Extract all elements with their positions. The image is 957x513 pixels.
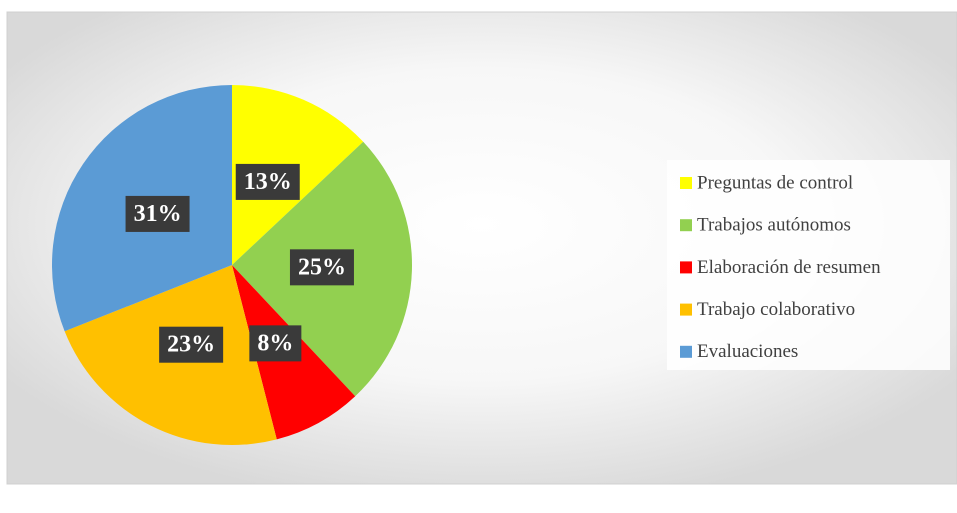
data-label: 13%: [244, 169, 292, 195]
data-label: 25%: [298, 254, 346, 280]
legend-swatch: [680, 219, 692, 232]
legend-swatch: [680, 261, 692, 274]
legend-swatch: [680, 177, 692, 189]
legend-swatch: [680, 303, 692, 316]
legend-label: Evaluaciones: [697, 341, 798, 362]
legend-box: [667, 160, 950, 370]
data-label: 31%: [134, 201, 182, 227]
data-label-box: [235, 163, 300, 200]
legend-swatch: [680, 345, 692, 358]
legend-label: Elaboración de resumen: [697, 257, 881, 278]
legend-label: Trabajo colaborativo: [697, 299, 855, 320]
data-label: 8%: [257, 330, 293, 356]
data-label-box: [289, 249, 354, 286]
data-label: 23%: [167, 332, 215, 358]
data-label-box: [159, 326, 224, 363]
data-label-box: [125, 195, 190, 232]
legend-label: Preguntas de control: [697, 172, 853, 193]
legend-label: Trabajos autónomos: [697, 215, 851, 236]
data-label-box: [249, 325, 302, 362]
